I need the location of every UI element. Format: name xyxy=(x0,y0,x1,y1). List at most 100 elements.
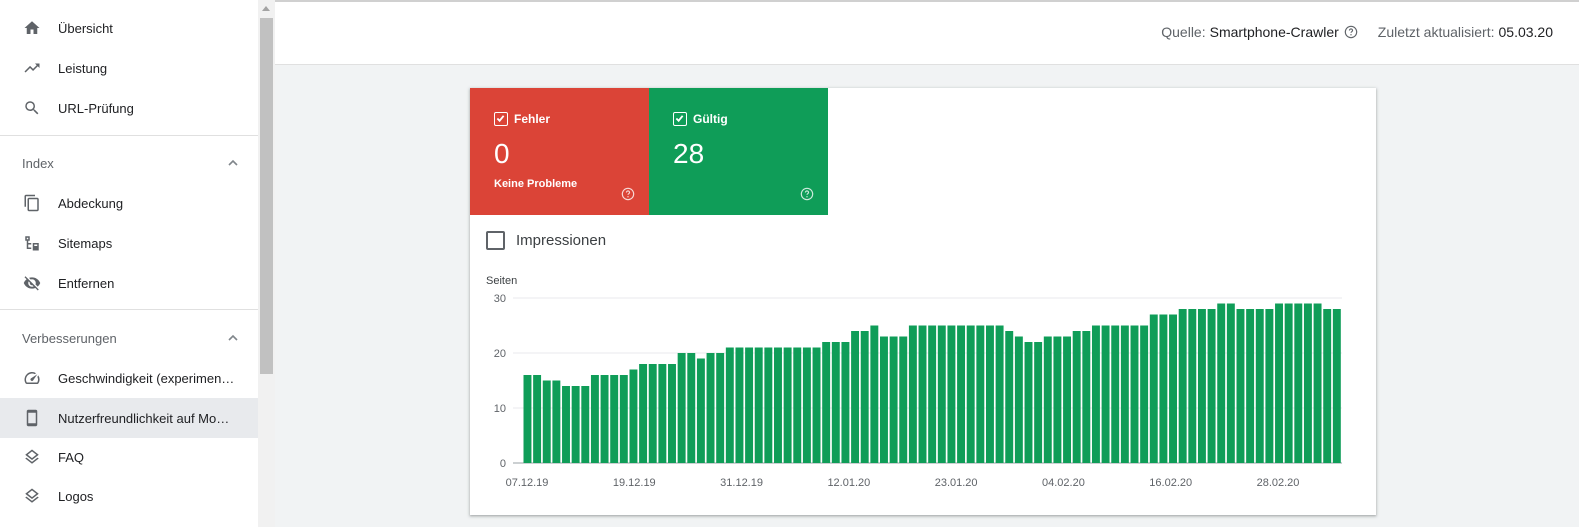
chart-bar xyxy=(1149,314,1158,463)
chart-bar xyxy=(1101,325,1110,463)
chart-bar xyxy=(552,380,561,463)
chevron-up-icon xyxy=(226,331,240,345)
checkbox-checked-icon[interactable] xyxy=(673,112,687,126)
divider xyxy=(0,135,258,136)
nav-item-overview[interactable]: Übersicht xyxy=(0,8,258,48)
nav-item-performance[interactable]: Leistung xyxy=(0,48,258,88)
chart-bar xyxy=(1140,325,1149,463)
home-icon xyxy=(22,18,42,38)
valid-tile-title: Gültig xyxy=(693,112,728,126)
nav-item-coverage[interactable]: Abdeckung xyxy=(0,183,258,223)
chart-bar xyxy=(677,353,686,463)
nav-label: Geschwindigkeit (experimen… xyxy=(58,370,235,386)
chart-bar xyxy=(523,375,532,463)
chart-bar xyxy=(1265,309,1274,463)
chart-bar xyxy=(1275,303,1283,463)
chart-bar xyxy=(1332,309,1341,463)
sidebar-nav: Übersicht Leistung URL-Prüfung Index xyxy=(0,0,258,527)
section-title: Verbesserungen xyxy=(22,330,117,346)
chart-bar xyxy=(966,325,975,463)
chart-bar xyxy=(581,386,590,463)
source-label: Quelle: xyxy=(1161,24,1206,40)
updated-label: Zuletzt aktualisiert: xyxy=(1377,24,1495,40)
x-tick-label: 04.02.20 xyxy=(1042,477,1085,489)
impressions-label: Impressionen xyxy=(516,232,607,249)
section-index[interactable]: Index xyxy=(0,143,258,183)
nav-item-faq[interactable]: FAQ xyxy=(0,437,258,477)
chart-bar xyxy=(1323,309,1332,463)
chart-bar xyxy=(899,336,908,463)
chart-bar xyxy=(957,325,966,463)
chart-bar xyxy=(908,325,917,463)
nav-label: FAQ xyxy=(58,449,85,465)
chart-bar xyxy=(1043,336,1052,463)
chart-bar xyxy=(1303,303,1312,463)
nav-item-removals[interactable]: Entfernen xyxy=(0,263,258,303)
valid-tile[interactable]: Gültig 28 xyxy=(649,88,828,215)
help-icon[interactable] xyxy=(800,187,814,201)
chart-bar xyxy=(937,325,946,463)
y-tick-label: 10 xyxy=(494,403,506,415)
nav-item-logos[interactable]: Logos xyxy=(0,476,258,516)
chart-bar xyxy=(1255,309,1264,463)
chart-bar xyxy=(590,375,599,463)
error-tile-title: Fehler xyxy=(514,112,551,126)
chart-bar xyxy=(687,353,696,463)
search-icon xyxy=(22,98,42,118)
checkbox-checked-icon[interactable] xyxy=(494,112,508,126)
chart-bar xyxy=(1197,309,1206,463)
error-tile[interactable]: Fehler 0 Keine Probleme xyxy=(470,88,649,215)
chart-bar xyxy=(571,386,580,463)
top-bar: Quelle: Smartphone-Crawler Zuletzt aktua… xyxy=(275,0,1579,65)
nav-item-url-inspection[interactable]: URL-Prüfung xyxy=(0,88,258,128)
chart-bar xyxy=(1188,309,1197,463)
chart-bar xyxy=(706,353,715,463)
chart-bar xyxy=(802,347,811,463)
nav-item-speed[interactable]: Geschwindigkeit (experimen… xyxy=(0,358,258,398)
chart-bar xyxy=(629,369,638,463)
chart-bar xyxy=(995,325,1004,463)
copy-icon xyxy=(22,193,42,213)
chart-bar xyxy=(725,347,734,463)
x-tick-label: 12.01.20 xyxy=(827,477,870,489)
section-improvements[interactable]: Verbesserungen xyxy=(0,318,258,358)
help-icon[interactable] xyxy=(1344,25,1358,39)
sidebar: Übersicht Leistung URL-Prüfung Index xyxy=(0,0,275,527)
chart-bar xyxy=(1178,309,1187,463)
scroll-up-arrow-icon[interactable] xyxy=(262,6,270,11)
nav-label: Abdeckung xyxy=(58,195,124,211)
x-tick-label: 28.02.20 xyxy=(1257,477,1300,489)
chart-bar xyxy=(793,347,802,463)
sitemap-icon xyxy=(22,233,42,253)
topbar-info: Quelle: Smartphone-Crawler Zuletzt aktua… xyxy=(1161,24,1553,40)
nav-item-sitemaps[interactable]: Sitemaps xyxy=(0,223,258,263)
bar-chart-svg: Seiten 0 10 20 30 07.12.19 19.12.19 31.12.19 12.… xyxy=(486,275,1342,489)
chart-bar xyxy=(1159,314,1168,463)
chart: Seiten 0 10 20 30 07.12.19 19.12.19 31.12.19 12.… xyxy=(470,268,1376,513)
chart-bar xyxy=(1284,303,1293,463)
chart-bar xyxy=(562,386,570,463)
chart-bar xyxy=(831,342,840,463)
nav-label: Leistung xyxy=(58,60,108,76)
speed-icon xyxy=(22,368,42,388)
x-tick-label: 07.12.19 xyxy=(506,477,549,489)
chart-bar xyxy=(1091,325,1100,463)
chart-bar xyxy=(783,347,792,463)
chart-bar xyxy=(889,336,898,463)
chart-bar xyxy=(716,353,725,463)
nav-item-mobile-usability[interactable]: Nutzerfreundlichkeit auf Mo… xyxy=(0,398,258,438)
chart-bar xyxy=(639,364,648,463)
impressions-checkbox[interactable] xyxy=(486,231,505,250)
chart-bar xyxy=(1217,303,1226,463)
chart-bar xyxy=(1082,331,1091,463)
sidebar-scrollbar[interactable] xyxy=(258,0,275,527)
impressions-toggle[interactable]: Impressionen xyxy=(486,231,606,250)
visibility-off-icon xyxy=(22,273,42,293)
chart-bar xyxy=(1169,314,1177,463)
chart-bar xyxy=(1034,342,1043,463)
chart-bar xyxy=(1053,336,1062,463)
help-icon[interactable] xyxy=(621,187,635,201)
chart-bar xyxy=(880,336,888,463)
chart-bar xyxy=(1246,309,1255,463)
scroll-thumb[interactable] xyxy=(260,18,273,374)
